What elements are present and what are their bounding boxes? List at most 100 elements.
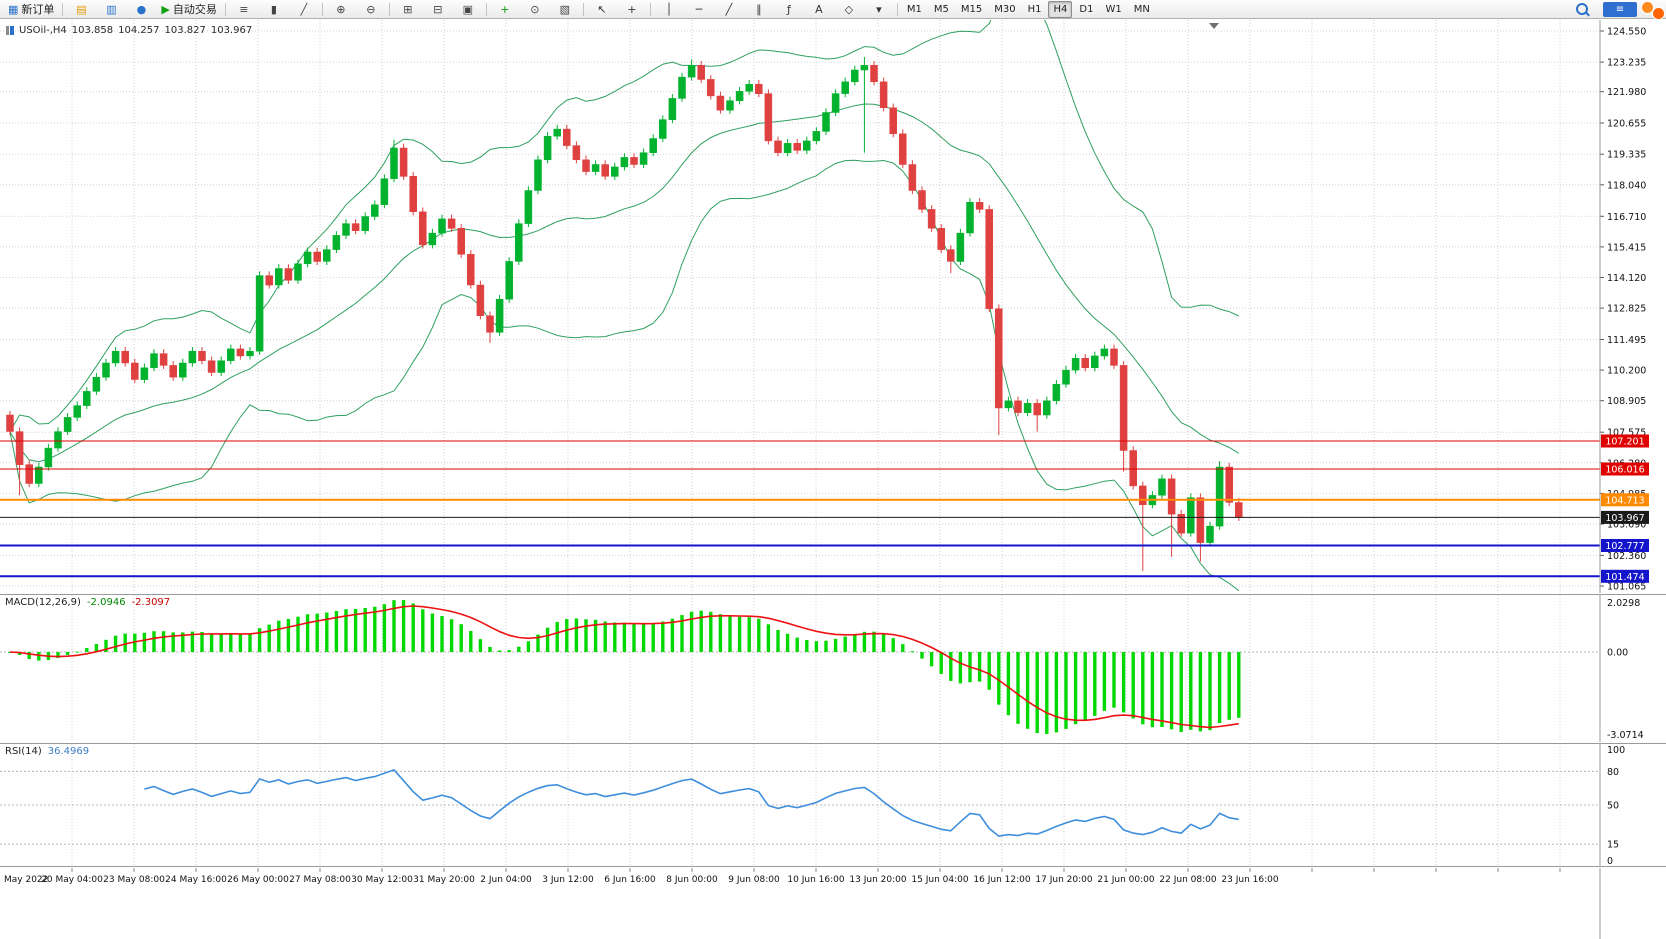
trendline-icon: ╱: [725, 2, 733, 16]
price-axis[interactable]: [1600, 20, 1666, 593]
rsi-line: [144, 768, 1239, 838]
horizontal-line-button[interactable]: ─: [685, 0, 713, 19]
svg-text:-3.0714: -3.0714: [1607, 730, 1644, 741]
templates-icon: ▧: [559, 2, 571, 16]
macd-main-value: -2.0946: [86, 597, 126, 608]
timeframe-button-m1[interactable]: M1: [906, 3, 922, 15]
bollinger-bands: [9, 20, 1240, 592]
auto-trading-icon: ▶: [161, 2, 170, 16]
timeframe-button-h1[interactable]: H1: [1027, 3, 1042, 15]
fibonacci-icon: ƒ: [786, 2, 791, 16]
ohlc-high: 104.257: [118, 25, 160, 36]
zoom-in-button[interactable]: ⊕: [327, 0, 355, 19]
svg-text:112.825: 112.825: [1607, 304, 1646, 315]
cascade-windows-button[interactable]: ⊟: [424, 0, 452, 19]
timeframe-button-w1[interactable]: W1: [1105, 3, 1122, 15]
time-label: 9 Jun 08:00: [728, 875, 780, 885]
candlestick-chart-button[interactable]: ▮: [260, 0, 288, 19]
new-order-label: 新订单: [21, 3, 55, 16]
macd-pane[interactable]: 2.0298 0.00 -3.0714: [0, 594, 1666, 742]
data-window-icon: ▥: [106, 2, 117, 16]
periods-button[interactable]: ⊙: [521, 0, 549, 19]
bar-chart-button[interactable]: ≡: [230, 0, 258, 19]
time-label: 16 Jun 12:00: [973, 875, 1030, 885]
text-button[interactable]: A: [805, 0, 833, 19]
crosshair-button[interactable]: +: [618, 0, 646, 19]
market-watch-button[interactable]: ▤: [67, 0, 95, 19]
svg-text:101.065: 101.065: [1607, 582, 1646, 593]
market-watch-icon: ▤: [76, 2, 87, 16]
svg-text:104.713: 104.713: [1605, 495, 1644, 506]
trendline-button[interactable]: ╱: [715, 0, 743, 19]
toolbar-separator: [896, 2, 898, 16]
line-chart-button[interactable]: ╱: [290, 0, 318, 19]
time-label: 8 Jun 00:00: [666, 875, 718, 885]
timeframe-button-m15[interactable]: M15: [960, 3, 983, 15]
timeframe-button-d1[interactable]: D1: [1079, 3, 1094, 15]
svg-text:100: 100: [1607, 745, 1625, 756]
chart-symbol-icon: [6, 26, 14, 35]
ohlc-close: 103.967: [210, 25, 253, 36]
equidistant-channel-button[interactable]: ∥: [745, 0, 773, 19]
vertical-line-icon: │: [665, 2, 673, 16]
arrows-dropdown-button[interactable]: ▾: [865, 0, 893, 19]
price-tag-103.967: [1601, 510, 1649, 524]
time-label: 24 May 16:00: [165, 875, 227, 885]
text-label-button[interactable]: ◇: [835, 0, 863, 19]
tile-windows-icon: ⊞: [403, 2, 413, 16]
tile-windows-button[interactable]: ⊞: [394, 0, 422, 19]
rsi-indicator-label: RSI(14) 36.4969: [5, 746, 89, 757]
time-label: 13 Jun 20:00: [849, 875, 906, 885]
navigator-button[interactable]: ●: [127, 0, 155, 19]
macd-signal-line: [9, 605, 1239, 729]
price-tag-107.201: [1601, 434, 1649, 448]
svg-text:110.200: 110.200: [1607, 366, 1646, 377]
data-window-button[interactable]: ▥: [97, 0, 125, 19]
time-label: 22 Jun 08:00: [1159, 875, 1216, 885]
timeframe-button-mn[interactable]: MN: [1133, 3, 1150, 15]
horizontal-lines: 107.201 106.016 104.713 103.967 102.777 101.4…: [0, 434, 1649, 583]
main-chart-pane[interactable]: 124.550 123.235 121.980 120.655 119.335 118.0…: [0, 20, 1666, 593]
price-tag-102.777: [1601, 539, 1649, 552]
templates-button[interactable]: ▧: [551, 0, 579, 19]
chart-ohlc-readout: USOil-,H4 103.858 104.257 103.827 103.96…: [6, 25, 252, 36]
navigator-icon: ●: [136, 2, 147, 16]
cursor-button[interactable]: ↖: [588, 0, 616, 19]
zoom-out-button[interactable]: ⊖: [357, 0, 385, 19]
price-tag-106.016: [1601, 462, 1649, 476]
auto-trading-button[interactable]: ▶ 自动交易: [157, 0, 220, 19]
time-label: 15 Jun 04:00: [911, 875, 968, 885]
timeframe-button-m30[interactable]: M30: [994, 3, 1016, 15]
time-label: 27 May 08:00: [289, 875, 351, 885]
notifications-area[interactable]: ≡: [1603, 1, 1637, 17]
line-chart-icon: ╱: [300, 2, 308, 16]
svg-text:111.495: 111.495: [1607, 335, 1646, 346]
price-tag-104.713: [1601, 493, 1649, 507]
arrange-windows-button[interactable]: ▣: [454, 0, 482, 19]
svg-text:0: 0: [1607, 856, 1613, 867]
rsi-pane[interactable]: 100 80 50 15 0: [0, 743, 1666, 867]
svg-text:2.0298: 2.0298: [1607, 598, 1640, 609]
notification-badge-2[interactable]: [1652, 7, 1665, 20]
svg-text:15: 15: [1607, 840, 1619, 851]
svg-text:102.360: 102.360: [1607, 551, 1646, 562]
svg-text:103.690: 103.690: [1607, 520, 1646, 531]
time-label: 23 Jun 16:00: [1221, 875, 1278, 885]
timeframe-button-h4[interactable]: H4: [1048, 0, 1073, 18]
svg-text:103.967: 103.967: [1605, 513, 1644, 524]
arrange-windows-icon: ▣: [462, 2, 474, 16]
rsi-name: RSI(14): [5, 746, 42, 757]
text-label-icon: ◇: [844, 2, 854, 16]
vertical-line-button[interactable]: │: [655, 0, 683, 19]
time-label: 20 May 04:00: [41, 875, 103, 885]
search-button[interactable]: [1568, 0, 1596, 19]
timeframe-button-m5[interactable]: M5: [933, 3, 949, 15]
fibonacci-button[interactable]: ƒ: [775, 0, 803, 19]
new-order-button[interactable]: ▦ 新订单: [4, 0, 58, 19]
zoom-out-icon: ⊖: [366, 2, 376, 16]
indicators-add-button[interactable]: +: [491, 0, 519, 19]
new-order-icon: ▦: [8, 2, 19, 16]
chart-symbol-label: USOil-,H4: [19, 25, 67, 36]
chart-shift-marker[interactable]: [1209, 23, 1219, 29]
